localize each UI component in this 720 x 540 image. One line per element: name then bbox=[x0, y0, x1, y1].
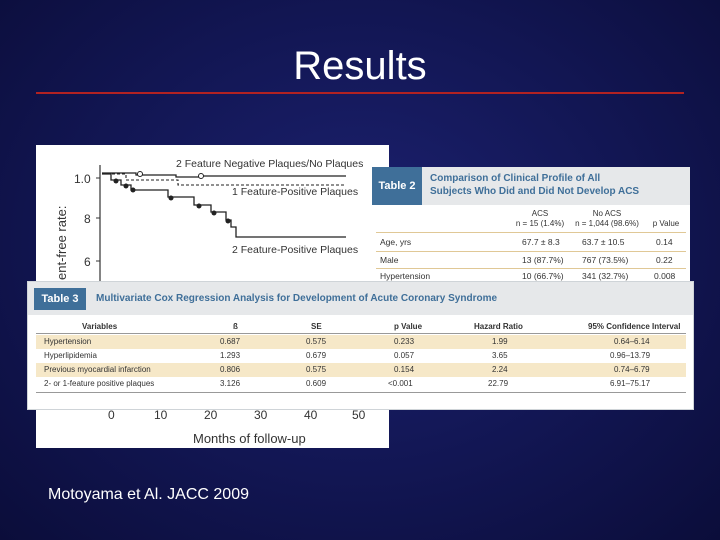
table-3-col-header: SE bbox=[311, 322, 322, 331]
km-event-mark bbox=[225, 218, 231, 224]
km-event-mark bbox=[196, 203, 202, 209]
km-curve-label: 2 Feature-Positive Plaques bbox=[232, 244, 358, 256]
km-x-tick-label: 50 bbox=[352, 408, 366, 422]
table-3-label: Table 3 bbox=[34, 288, 86, 310]
table-3-col-header: p Value bbox=[394, 322, 423, 331]
table-row: Hypertension 0.687 0.575 0.233 1.99 0.64… bbox=[36, 335, 686, 349]
citation: Motoyama et Al. JACC 2009 bbox=[48, 486, 249, 503]
table-row: Hyperlipidemia 1.293 0.679 0.057 3.65 0.… bbox=[36, 349, 686, 363]
cell-name: Age, yrs bbox=[380, 237, 412, 247]
table-2-col-acs-label: ACS bbox=[531, 209, 549, 218]
table-3-col-header: 95% Confidence Interval bbox=[588, 322, 681, 331]
cell-beta: 1.293 bbox=[220, 351, 241, 360]
cell-p: 0.057 bbox=[394, 351, 415, 360]
cell-beta: 0.687 bbox=[220, 337, 241, 346]
table-3-rule bbox=[36, 392, 686, 393]
km-censor-mark bbox=[137, 171, 143, 177]
km-y-tick-label: 6 bbox=[84, 255, 91, 269]
cell-variable: 2- or 1-feature positive plaques bbox=[44, 379, 155, 388]
table-2-col-acs-n: n = 15 (1.4%) bbox=[515, 219, 565, 228]
table-row: Previous myocardial infarction 0.806 0.5… bbox=[36, 363, 686, 377]
cell-variable: Hypertension bbox=[44, 337, 92, 346]
cell-ci: 0.74–6.79 bbox=[614, 365, 650, 374]
table-2-caption-line: Subjects Who Did and Did Not Develop ACS bbox=[430, 186, 640, 197]
km-event-mark bbox=[130, 187, 136, 193]
km-curve-one-feature bbox=[102, 173, 346, 186]
cell-noacs: 767 (73.5%) bbox=[582, 255, 629, 265]
km-curve-label: 1 Feature-Positive Plaques bbox=[232, 186, 358, 198]
table-3-rule bbox=[36, 333, 686, 334]
table-3-col-header: Variables bbox=[82, 322, 118, 331]
cell-p: <0.001 bbox=[388, 379, 413, 388]
table-row: Male 13 (87.7%) 767 (73.5%) 0.22 bbox=[372, 253, 690, 268]
cell-hr: 1.99 bbox=[492, 337, 508, 346]
cell-p: 0.233 bbox=[394, 337, 415, 346]
cell-noacs: 341 (32.7%) bbox=[582, 271, 629, 281]
table-3: Table 3 Multivariate Cox Regression Anal… bbox=[27, 281, 694, 410]
cell-acs: 10 (66.7%) bbox=[522, 271, 564, 281]
cell-p: 0.008 bbox=[654, 271, 676, 281]
km-censor-mark bbox=[198, 173, 204, 179]
table-2-header: Table 2 Comparison of Clinical Profile o… bbox=[372, 167, 690, 205]
cell-se: 0.609 bbox=[306, 379, 327, 388]
table-2: Table 2 Comparison of Clinical Profile o… bbox=[372, 167, 690, 285]
slide-title: Results bbox=[293, 44, 427, 88]
title-divider bbox=[36, 92, 684, 94]
km-event-mark bbox=[123, 183, 129, 189]
cell-acs: 13 (87.7%) bbox=[522, 255, 564, 265]
cell-se: 0.575 bbox=[306, 337, 327, 346]
cell-se: 0.679 bbox=[306, 351, 327, 360]
table-2-rule bbox=[376, 232, 686, 233]
cell-p: 0.22 bbox=[656, 255, 673, 265]
km-y-axis-label: ent-free rate: bbox=[54, 206, 69, 280]
cell-p: 0.154 bbox=[394, 365, 415, 374]
cell-variable: Previous myocardial infarction bbox=[44, 365, 151, 374]
table-2-rule bbox=[376, 251, 686, 252]
table-2-caption-line: Comparison of Clinical Profile of All bbox=[430, 173, 601, 184]
km-x-axis-label: Months of follow-up bbox=[193, 431, 306, 446]
cell-se: 0.575 bbox=[306, 365, 327, 374]
km-y-tick-label: 1.0 bbox=[74, 172, 91, 186]
table-3-caption: Multivariate Cox Regression Analysis for… bbox=[96, 293, 498, 304]
km-event-mark bbox=[211, 210, 217, 216]
cell-acs: 67.7 ± 8.3 bbox=[522, 237, 560, 247]
cell-variable: Hyperlipidemia bbox=[44, 351, 97, 360]
table-row: 2- or 1-feature positive plaques 3.126 0… bbox=[36, 377, 686, 391]
cell-beta: 0.806 bbox=[220, 365, 241, 374]
table-2-col-p: p Value bbox=[652, 219, 680, 228]
table-3-col-header: Hazard Ratio bbox=[474, 322, 523, 331]
cell-hr: 2.24 bbox=[492, 365, 508, 374]
table-2-col-acs: ACS n = 15 (1.4%) bbox=[510, 209, 570, 229]
km-x-tick-label: 30 bbox=[254, 408, 268, 422]
km-event-mark bbox=[113, 178, 119, 184]
table-2-col-noacs-label: No ACS bbox=[592, 209, 622, 218]
cell-p: 0.14 bbox=[656, 237, 673, 247]
km-x-tick-label: 0 bbox=[108, 408, 115, 422]
cell-noacs: 63.7 ± 10.5 bbox=[582, 237, 625, 247]
km-x-tick-label: 10 bbox=[154, 408, 168, 422]
table-3-header: Table 3 Multivariate Cox Regression Anal… bbox=[28, 282, 693, 315]
cell-beta: 3.126 bbox=[220, 379, 241, 388]
cell-ci: 6.91–75.17 bbox=[610, 379, 651, 388]
km-curve-two-feature bbox=[102, 173, 346, 238]
table-2-col-noacs: No ACS n = 1,044 (98.6%) bbox=[568, 209, 646, 229]
cell-ci: 0.96–13.79 bbox=[610, 351, 651, 360]
table-row: Hypertension 10 (66.7%) 341 (32.7%) 0.00… bbox=[372, 269, 690, 284]
km-event-mark bbox=[168, 195, 174, 201]
cell-hr: 3.65 bbox=[492, 351, 508, 360]
table-2-caption: Comparison of Clinical Profile of All Su… bbox=[430, 172, 680, 198]
cell-name: Male bbox=[380, 255, 399, 265]
table-2-col-noacs-n: n = 1,044 (98.6%) bbox=[575, 219, 639, 228]
cell-name: Hypertension bbox=[380, 271, 431, 281]
km-y-tick-label: 8 bbox=[84, 212, 91, 226]
cell-ci: 0.64–6.14 bbox=[614, 337, 650, 346]
table-3-col-header: ß bbox=[233, 322, 238, 331]
cell-hr: 22.79 bbox=[488, 379, 509, 388]
km-x-tick-label: 20 bbox=[204, 408, 218, 422]
table-row: Age, yrs 67.7 ± 8.3 63.7 ± 10.5 0.14 bbox=[372, 235, 690, 250]
km-x-tick-label: 40 bbox=[304, 408, 318, 422]
km-curve-label: 2 Feature Negative Plaques/No Plaques bbox=[176, 158, 363, 170]
table-2-rule bbox=[376, 268, 686, 269]
table-2-label: Table 2 bbox=[372, 167, 422, 205]
